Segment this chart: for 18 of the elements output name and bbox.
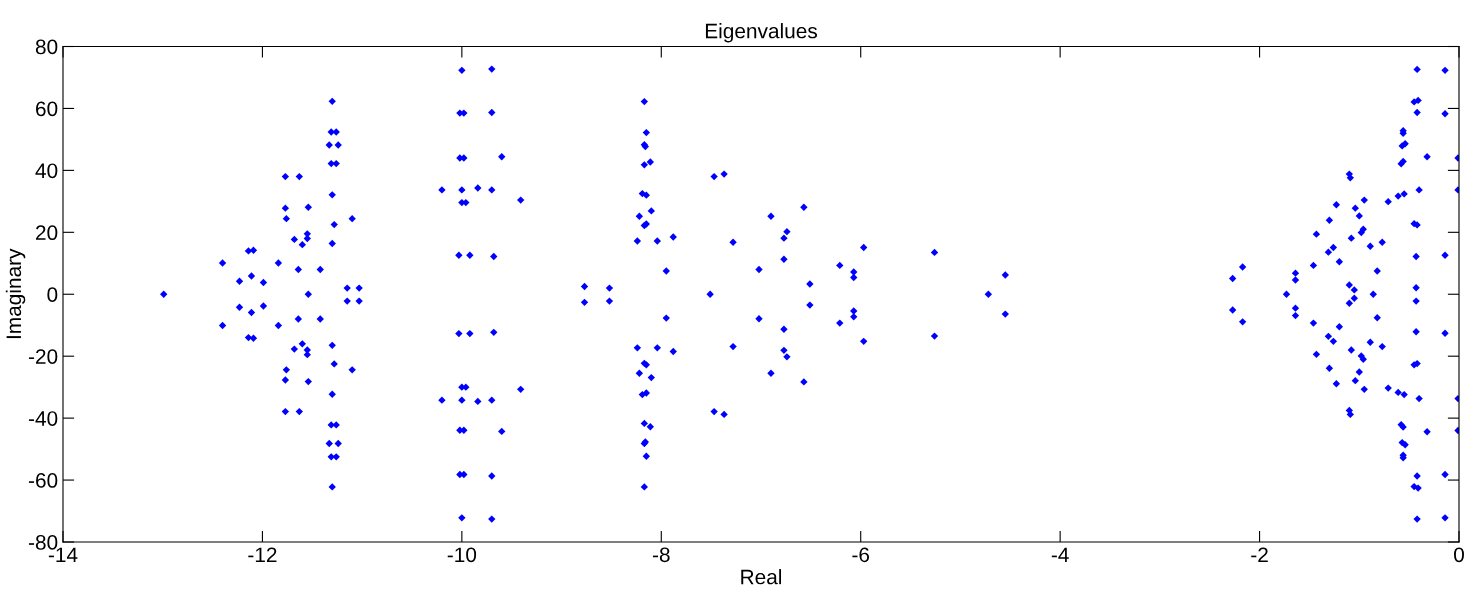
x-tick-label: -2 <box>1251 547 1268 562</box>
x-axis-title: Real <box>741 569 782 585</box>
x-tick-label: -12 <box>248 547 277 562</box>
x-tick-label: 0 <box>1454 547 1464 563</box>
y-tick-label: 40 <box>35 163 58 179</box>
x-tick-label: -8 <box>652 547 670 563</box>
chart-title: Eigenvalues <box>705 23 817 43</box>
x-tick-label: -10 <box>447 547 477 563</box>
y-tick-label: 0 <box>47 287 58 302</box>
y-tick-label: 80 <box>35 39 58 55</box>
y-tick-label: -60 <box>28 473 58 488</box>
x-tick-label: -4 <box>1051 547 1069 562</box>
y-tick-label: 60 <box>36 101 58 117</box>
y-tick-label: 20 <box>36 225 58 241</box>
y-tick-label: -20 <box>28 349 58 364</box>
x-tick-label: -6 <box>852 547 870 563</box>
y-axis-title: Imaginary <box>5 248 26 339</box>
y-tick-label: -40 <box>28 411 58 426</box>
